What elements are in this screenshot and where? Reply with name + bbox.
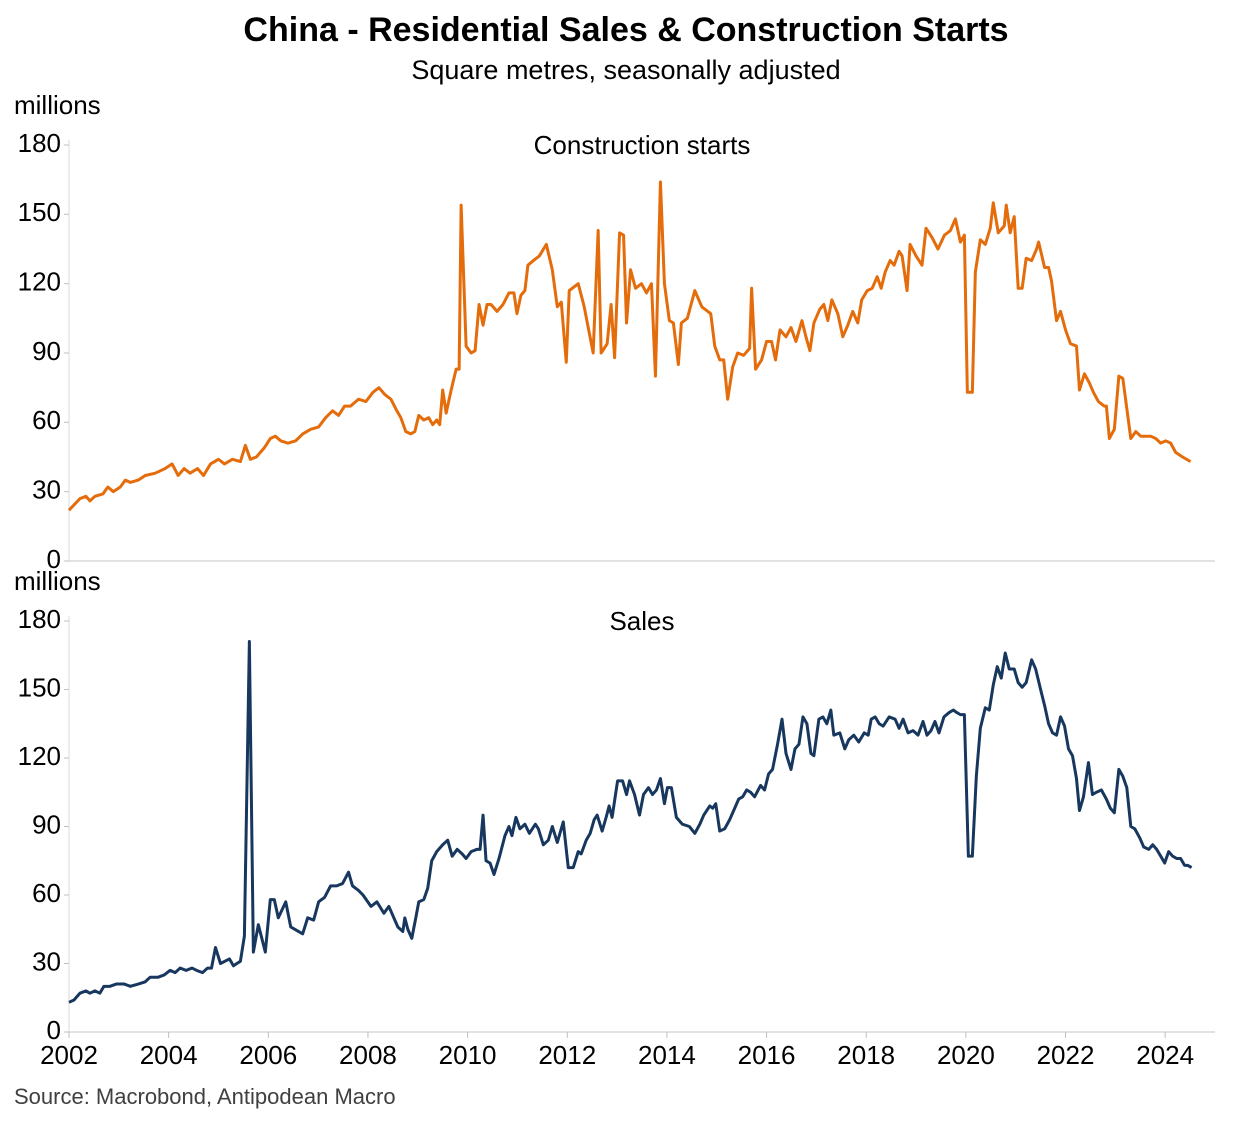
x-tick-label: 2006 [239,1040,297,1070]
y-tick-label: 30 [32,946,61,976]
chart-title: China - Residential Sales & Construction… [243,11,1008,49]
x-tick-label: 2022 [1037,1040,1095,1070]
y-tick-label: 180 [18,604,61,634]
y-axis-label: millions [14,566,101,596]
chart-subtitle: Square metres, seasonally adjusted [411,55,840,85]
x-tick-label: 2014 [638,1040,696,1070]
x-tick-label: 2004 [140,1040,198,1070]
y-tick-label: 150 [18,672,61,702]
x-tick-label: 2002 [40,1040,98,1070]
y-tick-label: 150 [18,197,61,227]
x-tick-label: 2012 [538,1040,596,1070]
y-tick-label: 90 [32,809,61,839]
y-tick-label: 60 [32,878,61,908]
x-tick-label: 2008 [339,1040,397,1070]
y-axis-label: millions [14,90,101,120]
source-note: Source: Macrobond, Antipodean Macro [14,1084,396,1109]
data-line [68,640,1193,1004]
x-tick-label: 2020 [937,1040,995,1070]
y-tick-label: 60 [32,405,61,435]
panel-title: Sales [609,606,674,636]
panel-title: Construction starts [534,130,751,160]
x-tick-label: 2010 [439,1040,497,1070]
y-tick-label: 30 [32,475,61,505]
x-tick-label: 2016 [738,1040,796,1070]
data-line [67,180,1192,512]
y-tick-label: 120 [18,267,61,297]
y-tick-label: 0 [47,1015,61,1045]
x-tick-label: 2018 [837,1040,895,1070]
x-tick-label: 2024 [1136,1040,1194,1070]
y-tick-label: 120 [18,741,61,771]
y-tick-label: 90 [32,336,61,366]
y-tick-label: 0 [47,544,61,574]
y-tick-label: 180 [18,128,61,158]
